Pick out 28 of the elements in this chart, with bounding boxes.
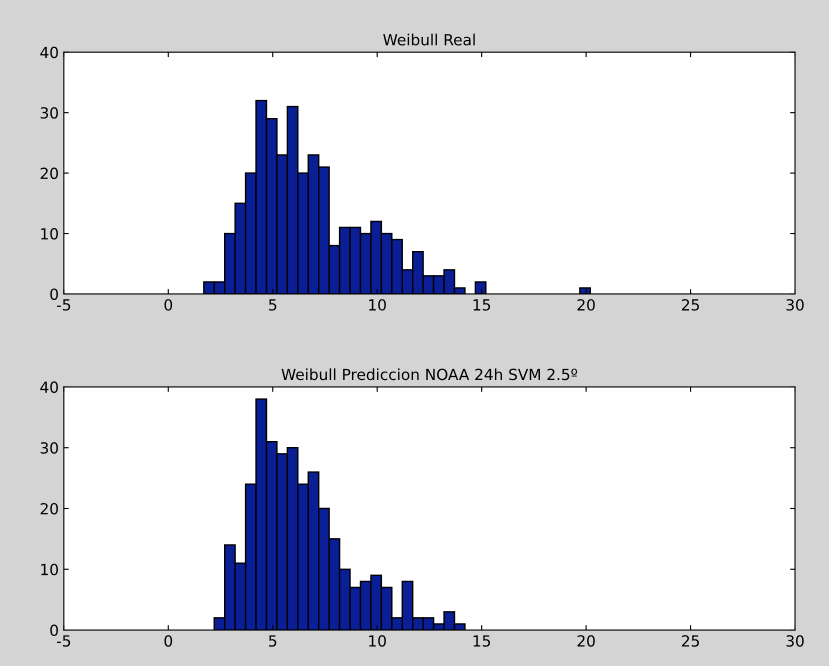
x-tick-label: 10 bbox=[369, 299, 386, 311]
y-tick-label: 0 bbox=[50, 288, 58, 300]
x-tick-label: 5 bbox=[269, 299, 276, 311]
x-tick-label: 20 bbox=[578, 635, 595, 647]
y-tick-label: 20 bbox=[40, 168, 58, 180]
x-tick-label: 15 bbox=[474, 299, 490, 311]
x-tick-label: 15 bbox=[474, 635, 490, 647]
x-tick-label: 20 bbox=[578, 299, 595, 311]
y-tick-label: 10 bbox=[41, 228, 58, 240]
y-tick-label: 10 bbox=[41, 564, 58, 576]
x-tick-label: 0 bbox=[164, 299, 172, 311]
y-tick-label: 20 bbox=[40, 502, 58, 515]
y-tick-label: 40 bbox=[40, 46, 58, 58]
x-tick-label: 25 bbox=[682, 299, 699, 311]
y-tick-label: 30 bbox=[40, 442, 58, 454]
x-tick-label: 5 bbox=[269, 635, 276, 647]
x-tick-label: -5 bbox=[56, 635, 70, 647]
y-tick-label: 40 bbox=[40, 381, 58, 393]
x-tick-label: 30 bbox=[786, 299, 804, 311]
chart-title: Weibull Prediccion NOAA 24h SVM 2.5º bbox=[282, 368, 578, 380]
x-tick-label: -5 bbox=[56, 299, 70, 311]
x-tick-label: 0 bbox=[164, 635, 172, 647]
chart-title: Weibull Real bbox=[383, 34, 475, 46]
x-tick-label: 30 bbox=[786, 635, 804, 647]
y-tick-label: 0 bbox=[50, 624, 58, 636]
y-tick-label: 30 bbox=[40, 107, 58, 119]
x-tick-label: 25 bbox=[682, 635, 699, 647]
x-tick-label: 10 bbox=[369, 635, 386, 647]
